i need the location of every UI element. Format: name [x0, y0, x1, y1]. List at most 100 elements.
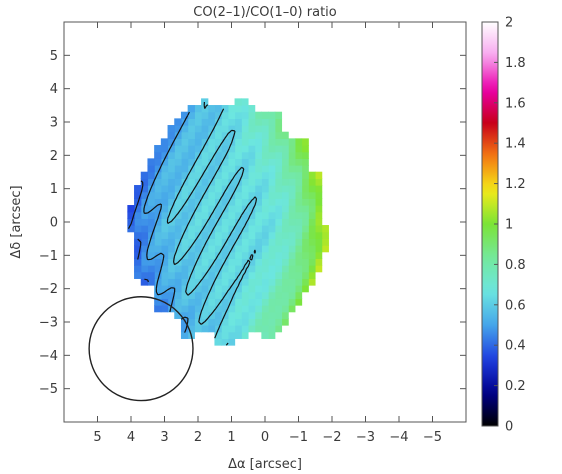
- map-pixel: [241, 138, 249, 146]
- map-pixel: [288, 245, 296, 253]
- map-pixel: [187, 171, 195, 179]
- map-pixel: [288, 285, 296, 293]
- map-pixel: [201, 325, 209, 333]
- map-pixel: [194, 305, 202, 313]
- map-pixel: [207, 151, 216, 159]
- map-pixel: [247, 258, 256, 266]
- map-pixel: [274, 125, 283, 133]
- map-pixel: [187, 285, 195, 293]
- map-pixel: [180, 225, 189, 233]
- map-pixel: [274, 218, 283, 226]
- map-pixel: [187, 311, 195, 319]
- map-pixel: [301, 258, 309, 266]
- map-pixel: [207, 318, 216, 326]
- map-pixel: [247, 311, 256, 319]
- map-pixel: [201, 231, 209, 239]
- map-pixel: [288, 151, 296, 159]
- y-tick-label: −2: [39, 282, 58, 297]
- map-pixel: [187, 298, 195, 306]
- map-pixel: [214, 151, 222, 159]
- map-pixel: [247, 218, 256, 226]
- map-pixel: [268, 265, 276, 273]
- map-pixel: [281, 171, 289, 179]
- map-pixel: [288, 291, 296, 299]
- y-tick-label: −3: [39, 316, 58, 331]
- map-pixel: [227, 158, 236, 166]
- map-pixel: [247, 125, 256, 133]
- map-pixel: [254, 238, 262, 246]
- map-pixel: [247, 325, 256, 333]
- x-tick-label: −3: [356, 430, 375, 445]
- map-pixel: [281, 231, 289, 239]
- map-pixel: [254, 298, 262, 306]
- map-pixel: [281, 278, 289, 286]
- map-pixel: [180, 278, 189, 286]
- map-pixel: [288, 205, 296, 213]
- map-pixel: [241, 225, 249, 233]
- map-pixel: [288, 171, 296, 179]
- map-pixel: [147, 158, 155, 166]
- map-pixel: [234, 225, 242, 233]
- map-pixel: [254, 325, 262, 333]
- map-pixel: [154, 211, 162, 219]
- map-pixel: [234, 285, 242, 293]
- map-pixel: [180, 145, 189, 153]
- map-pixel: [261, 325, 269, 333]
- map-pixel: [241, 265, 249, 273]
- map-pixel: [214, 225, 222, 233]
- map-pixel: [274, 285, 283, 293]
- map-pixel: [241, 238, 249, 246]
- map-pixel: [294, 178, 303, 186]
- map-pixel: [234, 245, 242, 253]
- map-pixel: [160, 258, 169, 266]
- map-pixel: [227, 111, 236, 119]
- map-pixel: [268, 258, 276, 266]
- map-pixel: [214, 285, 222, 293]
- map-pixel: [194, 325, 202, 333]
- map-pixel: [221, 278, 229, 286]
- map-pixel: [254, 138, 262, 146]
- map-pixel: [227, 278, 236, 286]
- map-pixel: [167, 231, 175, 239]
- map-pixel: [314, 245, 323, 253]
- map-pixel: [227, 191, 236, 199]
- map-pixel: [241, 285, 249, 293]
- map-pixel: [261, 191, 269, 199]
- map-pixel: [134, 245, 142, 253]
- map-pixel: [174, 265, 182, 273]
- map-pixel: [227, 125, 236, 133]
- map-pixel: [314, 251, 323, 259]
- map-pixel: [281, 138, 289, 146]
- map-pixel: [194, 311, 202, 319]
- map-pixel: [288, 265, 296, 273]
- map-pixel: [167, 165, 175, 173]
- map-pixel: [160, 225, 169, 233]
- y-tick-label: 2: [50, 149, 58, 164]
- map-pixel: [294, 251, 303, 259]
- map-pixel: [214, 238, 222, 246]
- map-pixel: [140, 191, 149, 199]
- map-pixel: [288, 145, 296, 153]
- map-pixel: [160, 305, 169, 313]
- map-pixel: [227, 178, 236, 186]
- map-pixel: [268, 111, 276, 119]
- map-pixel: [261, 131, 269, 139]
- map-pixel: [214, 331, 222, 339]
- map-pixel: [160, 151, 169, 159]
- map-pixel: [247, 318, 256, 326]
- y-tick-label: 1: [50, 182, 58, 197]
- map-pixel: [221, 145, 229, 153]
- map-pixel: [247, 111, 256, 119]
- map-pixel: [194, 171, 202, 179]
- map-pixel: [167, 131, 175, 139]
- map-pixel: [140, 245, 149, 253]
- map-pixel: [194, 151, 202, 159]
- map-pixel: [227, 151, 236, 159]
- map-pixel: [234, 165, 242, 173]
- map-pixel: [214, 158, 222, 166]
- map-pixel: [127, 218, 135, 226]
- map-pixel: [207, 251, 216, 259]
- map-pixel: [261, 151, 269, 159]
- map-pixel: [227, 285, 236, 293]
